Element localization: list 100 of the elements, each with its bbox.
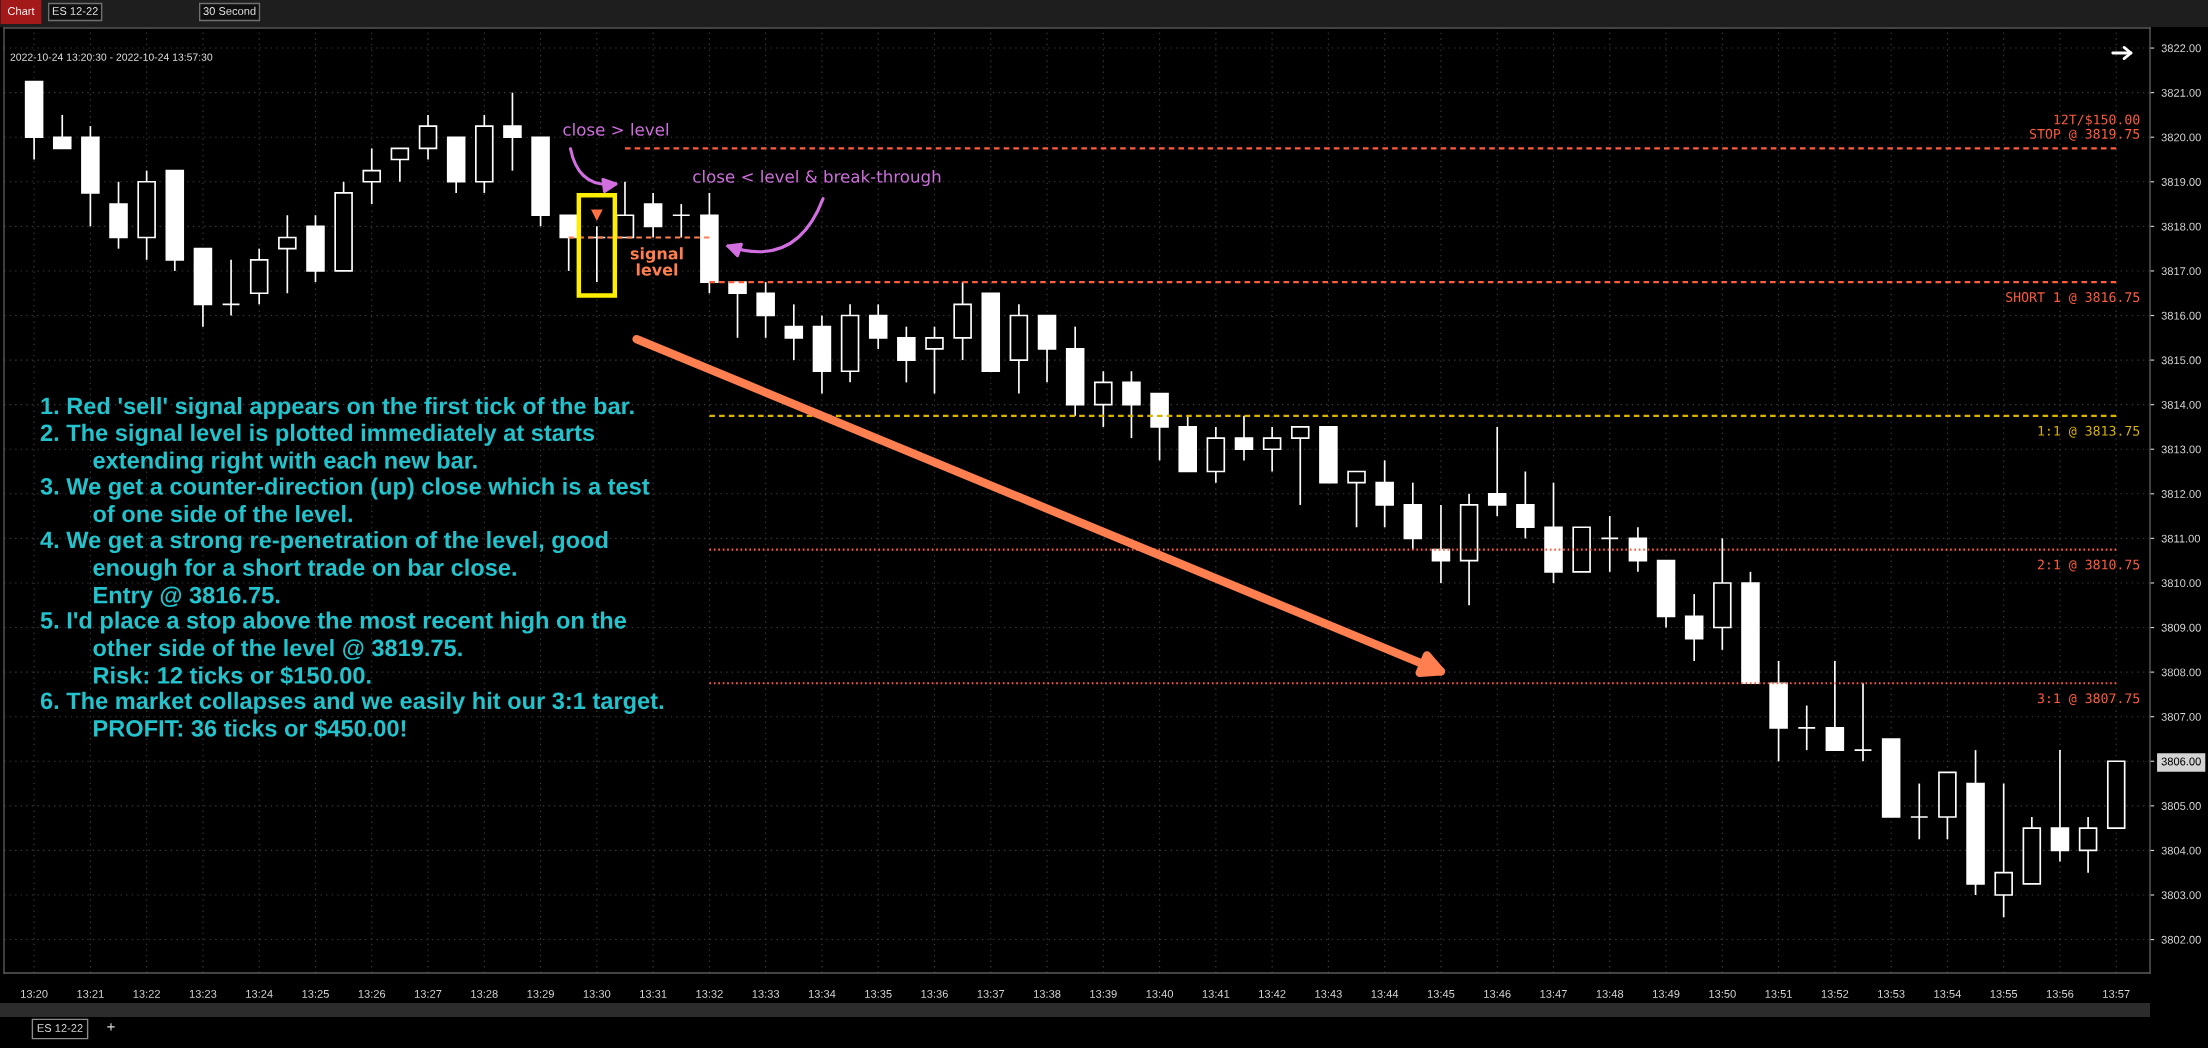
annotation: 2. The signal level is plotted immediately at starts extending right with each new bar.: [40, 423, 595, 474]
candlestick: [1234, 414, 1254, 462]
annotation: signal level: [630, 247, 683, 276]
candlestick: [1797, 704, 1817, 751]
candlestick: [278, 214, 297, 295]
candlestick: [1347, 470, 1366, 529]
candlestick: [1262, 426, 1282, 473]
candlestick: [643, 192, 663, 239]
candlestick: [1684, 593, 1704, 662]
candlestick: [503, 91, 522, 172]
series-label: 3:1 @ 3807.75: [2037, 693, 2140, 706]
x-tick-label: 13:21: [77, 989, 104, 998]
series-label: 1:1 @ 3813.75: [2038, 425, 2140, 438]
y-tick-label: 3802.00: [2161, 935, 2201, 944]
candlestick: [1290, 426, 1310, 506]
x-tick-label: 13:50: [1709, 989, 1736, 998]
x-tick-label: 13:38: [1033, 989, 1061, 998]
y-tick-label: 3818.00: [2161, 222, 2201, 231]
y-tick-label: 3819.00: [2161, 178, 2201, 186]
candlestick: [1094, 370, 1113, 428]
x-tick-label: 13:24: [246, 989, 273, 998]
x-tick-label: 13:32: [696, 989, 723, 998]
candlestick: [1375, 459, 1394, 529]
x-tick-label: 13:54: [1934, 989, 1961, 998]
candlestick: [1994, 782, 2013, 919]
candlestick: [2078, 816, 2098, 874]
x-tick-label: 13:29: [527, 989, 554, 998]
text: ES 12-22: [52, 7, 98, 15]
x-tick-label: 13:37: [977, 989, 1005, 998]
candlestick: [52, 114, 72, 150]
candlestick: [671, 203, 691, 239]
x-tick-label: 13:45: [1427, 989, 1455, 998]
candlestick: [728, 281, 747, 339]
annotation: close < level & break-through: [693, 169, 941, 187]
x-tick-label: 13:51: [1765, 989, 1792, 998]
candlestick: [784, 303, 804, 361]
x-tick-label: 13:22: [133, 989, 160, 998]
text: +: [107, 1023, 115, 1031]
candlestick: [362, 147, 382, 205]
text: 30 Second: [203, 6, 256, 15]
x-tick-label: 13:42: [1259, 989, 1286, 998]
candlestick: [559, 214, 578, 272]
x-tick-label: 13:27: [414, 989, 442, 998]
y-tick-label: 3810.00: [2161, 579, 2201, 588]
candlestick: [1825, 660, 1845, 751]
y-tick-label: 3814.00: [2161, 400, 2201, 409]
candlestick: [1431, 504, 1451, 584]
x-tick-label: 13:43: [1315, 989, 1342, 998]
x-tick-label: 13:31: [640, 989, 667, 998]
x-tick-label: 13:33: [752, 989, 780, 998]
y-tick-label: 3809.00: [2161, 623, 2201, 632]
x-tick-label: 13:52: [1821, 989, 1849, 998]
x-tick-label: 13:41: [1202, 989, 1230, 998]
candlestick: [390, 147, 410, 183]
x-tick-label: 13:44: [1371, 989, 1399, 998]
y-tick-label: 3812.00: [2161, 490, 2201, 498]
x-tick-label: 13:40: [1146, 989, 1174, 998]
annotation: 3. We get a counter-direction (up) close which is a test of one side of the level.: [40, 477, 650, 523]
candlestick: [925, 325, 944, 395]
text: 2022-10-24 13:20:30 - 2022-10-24 13:57:30: [10, 53, 213, 61]
annotation: 5. I'd place a stop above the most recent high on the other side of the level @ 3819.75. Risk: 12 ticks or $150.00.: [40, 611, 627, 686]
y-tick-label: 3806.00: [2161, 757, 2201, 766]
y-tick-label: 3805.00: [2161, 802, 2201, 810]
series-label: 2:1 @ 3810.75: [2037, 559, 2140, 572]
y-tick-label: 3803.00: [2161, 891, 2201, 900]
candlestick: [897, 325, 916, 384]
x-tick-label: 13:23: [189, 989, 217, 998]
candlestick: [1600, 515, 1620, 573]
x-tick-label: 13:57: [2103, 989, 2130, 998]
y-tick-label: 3807.00: [2161, 712, 2201, 721]
x-tick-label: 13:47: [1540, 989, 1567, 998]
x-tick-label: 13:34: [808, 989, 836, 998]
y-tick-label: 3822.00: [2161, 44, 2201, 53]
x-tick-label: 13:48: [1596, 989, 1624, 998]
candlestick: [1487, 426, 1507, 517]
y-tick-label: 3817.00: [2161, 267, 2201, 276]
x-tick-label: 13:28: [471, 989, 498, 998]
y-tick-label: 3808.00: [2161, 668, 2201, 677]
candlestick: [1122, 370, 1141, 439]
candlestick: [2050, 749, 2070, 863]
x-tick-label: 13:46: [1484, 989, 1511, 998]
x-tick-label: 13:53: [1878, 989, 1905, 998]
candlestick: [868, 303, 888, 350]
x-tick-label: 13:49: [1652, 989, 1680, 998]
text: Chart: [7, 6, 35, 15]
y-tick-label: 3804.00: [2161, 846, 2201, 855]
x-tick-label: 13:56: [2046, 989, 2074, 998]
text: ES 12-22: [37, 1024, 83, 1032]
candlestick: [1853, 682, 1873, 763]
x-tick-label: 13:55: [1990, 989, 2018, 998]
candlestick: [221, 258, 241, 317]
x-tick-label: 13:20: [21, 989, 48, 998]
y-tick-label: 3811.00: [2161, 534, 2201, 543]
annotation: close > level: [563, 122, 668, 136]
annotation: 4. We get a strong re-penetration of the level, good enough for a short trade on bar close. Entry @ 3816.75.: [40, 531, 608, 609]
candlestick: [1628, 526, 1648, 573]
y-tick-label: 3815.00: [2161, 356, 2201, 365]
annotation: 1. Red 'sell' signal appears on the first tick of the bar.: [41, 397, 634, 420]
x-tick-label: 13:25: [302, 989, 329, 998]
x-tick-label: 13:30: [583, 989, 611, 998]
